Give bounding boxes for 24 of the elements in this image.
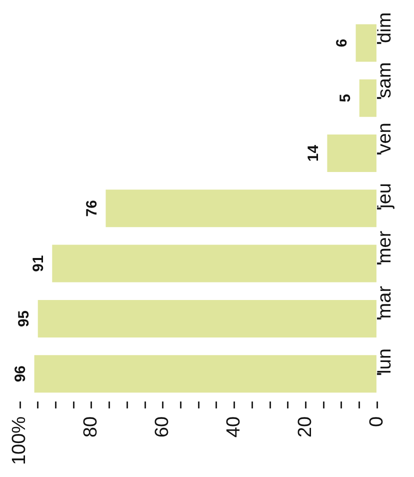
data-label: 76 bbox=[83, 200, 100, 217]
bar bbox=[52, 244, 376, 282]
data-label: 6 bbox=[333, 38, 350, 48]
y-tick-label: mer bbox=[374, 230, 396, 264]
data-label: 14 bbox=[304, 144, 322, 162]
y-tick-label: sam bbox=[374, 62, 396, 98]
bar bbox=[106, 190, 376, 228]
x-tick-label: 0 bbox=[366, 416, 388, 427]
data-label: 5 bbox=[336, 94, 354, 102]
bar bbox=[327, 134, 376, 172]
bar bbox=[356, 24, 376, 62]
data-label: 95 bbox=[16, 310, 32, 328]
x-tick-label: 40 bbox=[224, 416, 245, 438]
bar bbox=[34, 355, 376, 393]
y-tick-label: ven bbox=[374, 122, 396, 154]
x-tick-label: 60 bbox=[152, 416, 174, 438]
bar bbox=[38, 300, 376, 338]
x-tick-label: 80 bbox=[80, 416, 102, 438]
x-tick-label: 100% bbox=[9, 416, 30, 466]
bar bbox=[359, 79, 376, 117]
data-label: 91 bbox=[30, 255, 47, 272]
x-tick-label: 20 bbox=[294, 416, 316, 438]
y-tick-label: mar bbox=[374, 285, 396, 319]
data-label: 96 bbox=[12, 365, 29, 382]
